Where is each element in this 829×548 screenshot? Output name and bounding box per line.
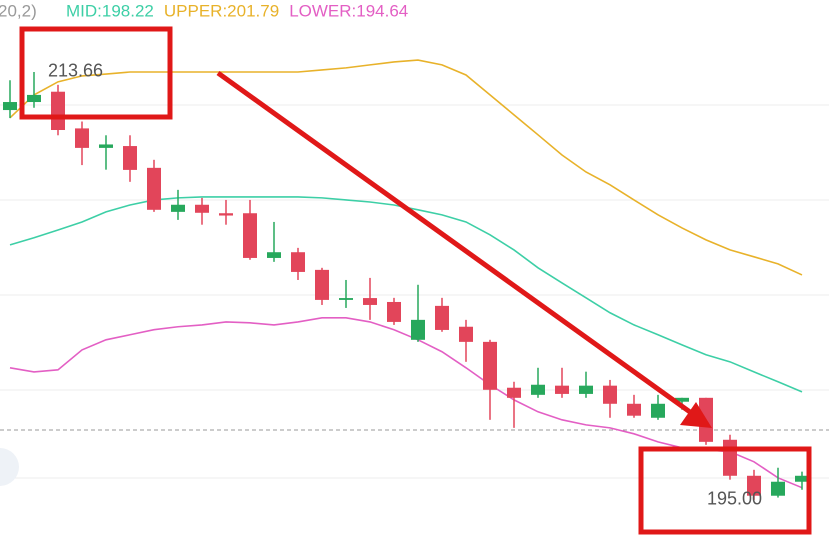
candle-body <box>627 403 641 416</box>
trend-arrow <box>216 70 692 415</box>
candle-body <box>411 319 425 340</box>
legend-entry: LOWER:194.64 <box>289 1 408 20</box>
candle-body <box>51 91 65 131</box>
candle-body <box>243 213 257 258</box>
plot: 213.66 195.00 <box>3 59 809 509</box>
candle-body <box>27 94 41 103</box>
candle-body <box>3 102 17 111</box>
candle-body <box>555 385 569 394</box>
band-line <box>9 59 803 276</box>
candle-body <box>579 385 593 394</box>
candle-body <box>147 167 161 210</box>
band-line <box>9 196 803 393</box>
candle-body <box>603 385 617 404</box>
candle-body <box>507 387 521 398</box>
candle-body <box>219 213 233 216</box>
candle-body <box>651 403 665 418</box>
candle-body <box>675 397 689 402</box>
candle-body <box>531 384 545 395</box>
arrow-head <box>680 402 712 428</box>
highlight-box <box>638 446 812 535</box>
candle-body <box>435 305 449 330</box>
band-line <box>9 316 803 489</box>
candle-body <box>123 146 137 170</box>
indicator-params: 20,2) <box>0 1 37 20</box>
candle-body <box>363 298 377 305</box>
candle-body <box>339 298 353 300</box>
candle-body <box>747 475 761 496</box>
candle-body <box>267 252 281 258</box>
candle-body <box>99 144 113 148</box>
candle-body <box>723 439 737 476</box>
candle-body <box>483 341 497 390</box>
candle-body <box>195 204 209 213</box>
grid <box>0 104 829 479</box>
candle-body <box>171 204 185 212</box>
legend-entry: MID:198.22 <box>66 1 154 20</box>
side-button[interactable] <box>0 448 19 486</box>
candle-body <box>459 326 473 342</box>
candle-body <box>771 481 785 496</box>
max-label: 213.66 <box>48 61 103 81</box>
candle-body <box>795 475 809 482</box>
candle-body <box>315 269 329 300</box>
candle-body <box>291 252 305 272</box>
candle-body <box>387 301 401 322</box>
legend-entry: UPPER:201.79 <box>164 1 279 20</box>
highlight-box <box>19 26 173 120</box>
legend: 20,2) MID:198.22 UPPER:201.79 LOWER:194.64 <box>0 1 408 20</box>
candle-body <box>75 128 89 148</box>
min-label: 195.00 <box>707 489 762 509</box>
